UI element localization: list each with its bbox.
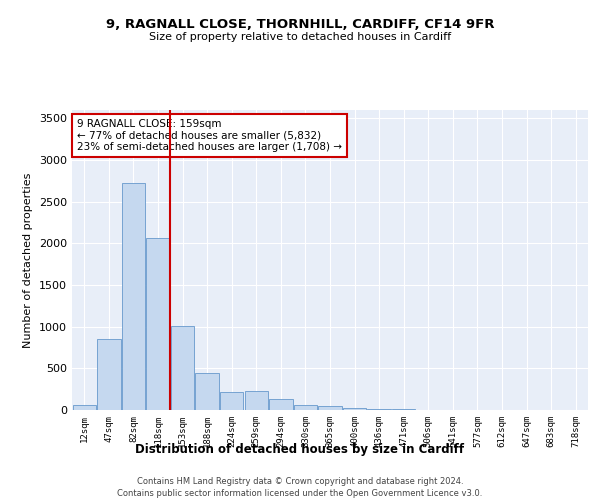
Text: Distribution of detached houses by size in Cardiff: Distribution of detached houses by size …	[136, 442, 464, 456]
Bar	[122, 184, 145, 410]
Bar	[220, 392, 244, 410]
Bar	[196, 372, 219, 410]
Bar	[367, 409, 391, 410]
Bar	[73, 405, 96, 410]
Text: Size of property relative to detached houses in Cardiff: Size of property relative to detached ho…	[149, 32, 451, 42]
Text: 9 RAGNALL CLOSE: 159sqm
← 77% of detached houses are smaller (5,832)
23% of semi: 9 RAGNALL CLOSE: 159sqm ← 77% of detache…	[77, 119, 342, 152]
Text: Contains public sector information licensed under the Open Government Licence v3: Contains public sector information licen…	[118, 489, 482, 498]
Text: Contains HM Land Registry data © Crown copyright and database right 2024.: Contains HM Land Registry data © Crown c…	[137, 478, 463, 486]
Bar	[319, 406, 341, 410]
Y-axis label: Number of detached properties: Number of detached properties	[23, 172, 34, 348]
Bar	[245, 391, 268, 410]
Text: 9, RAGNALL CLOSE, THORNHILL, CARDIFF, CF14 9FR: 9, RAGNALL CLOSE, THORNHILL, CARDIFF, CF…	[106, 18, 494, 30]
Bar	[392, 409, 415, 410]
Bar	[343, 408, 366, 410]
Bar	[97, 339, 121, 410]
Bar	[269, 399, 293, 410]
Bar	[146, 238, 170, 410]
Bar	[171, 326, 194, 410]
Bar	[294, 405, 317, 410]
